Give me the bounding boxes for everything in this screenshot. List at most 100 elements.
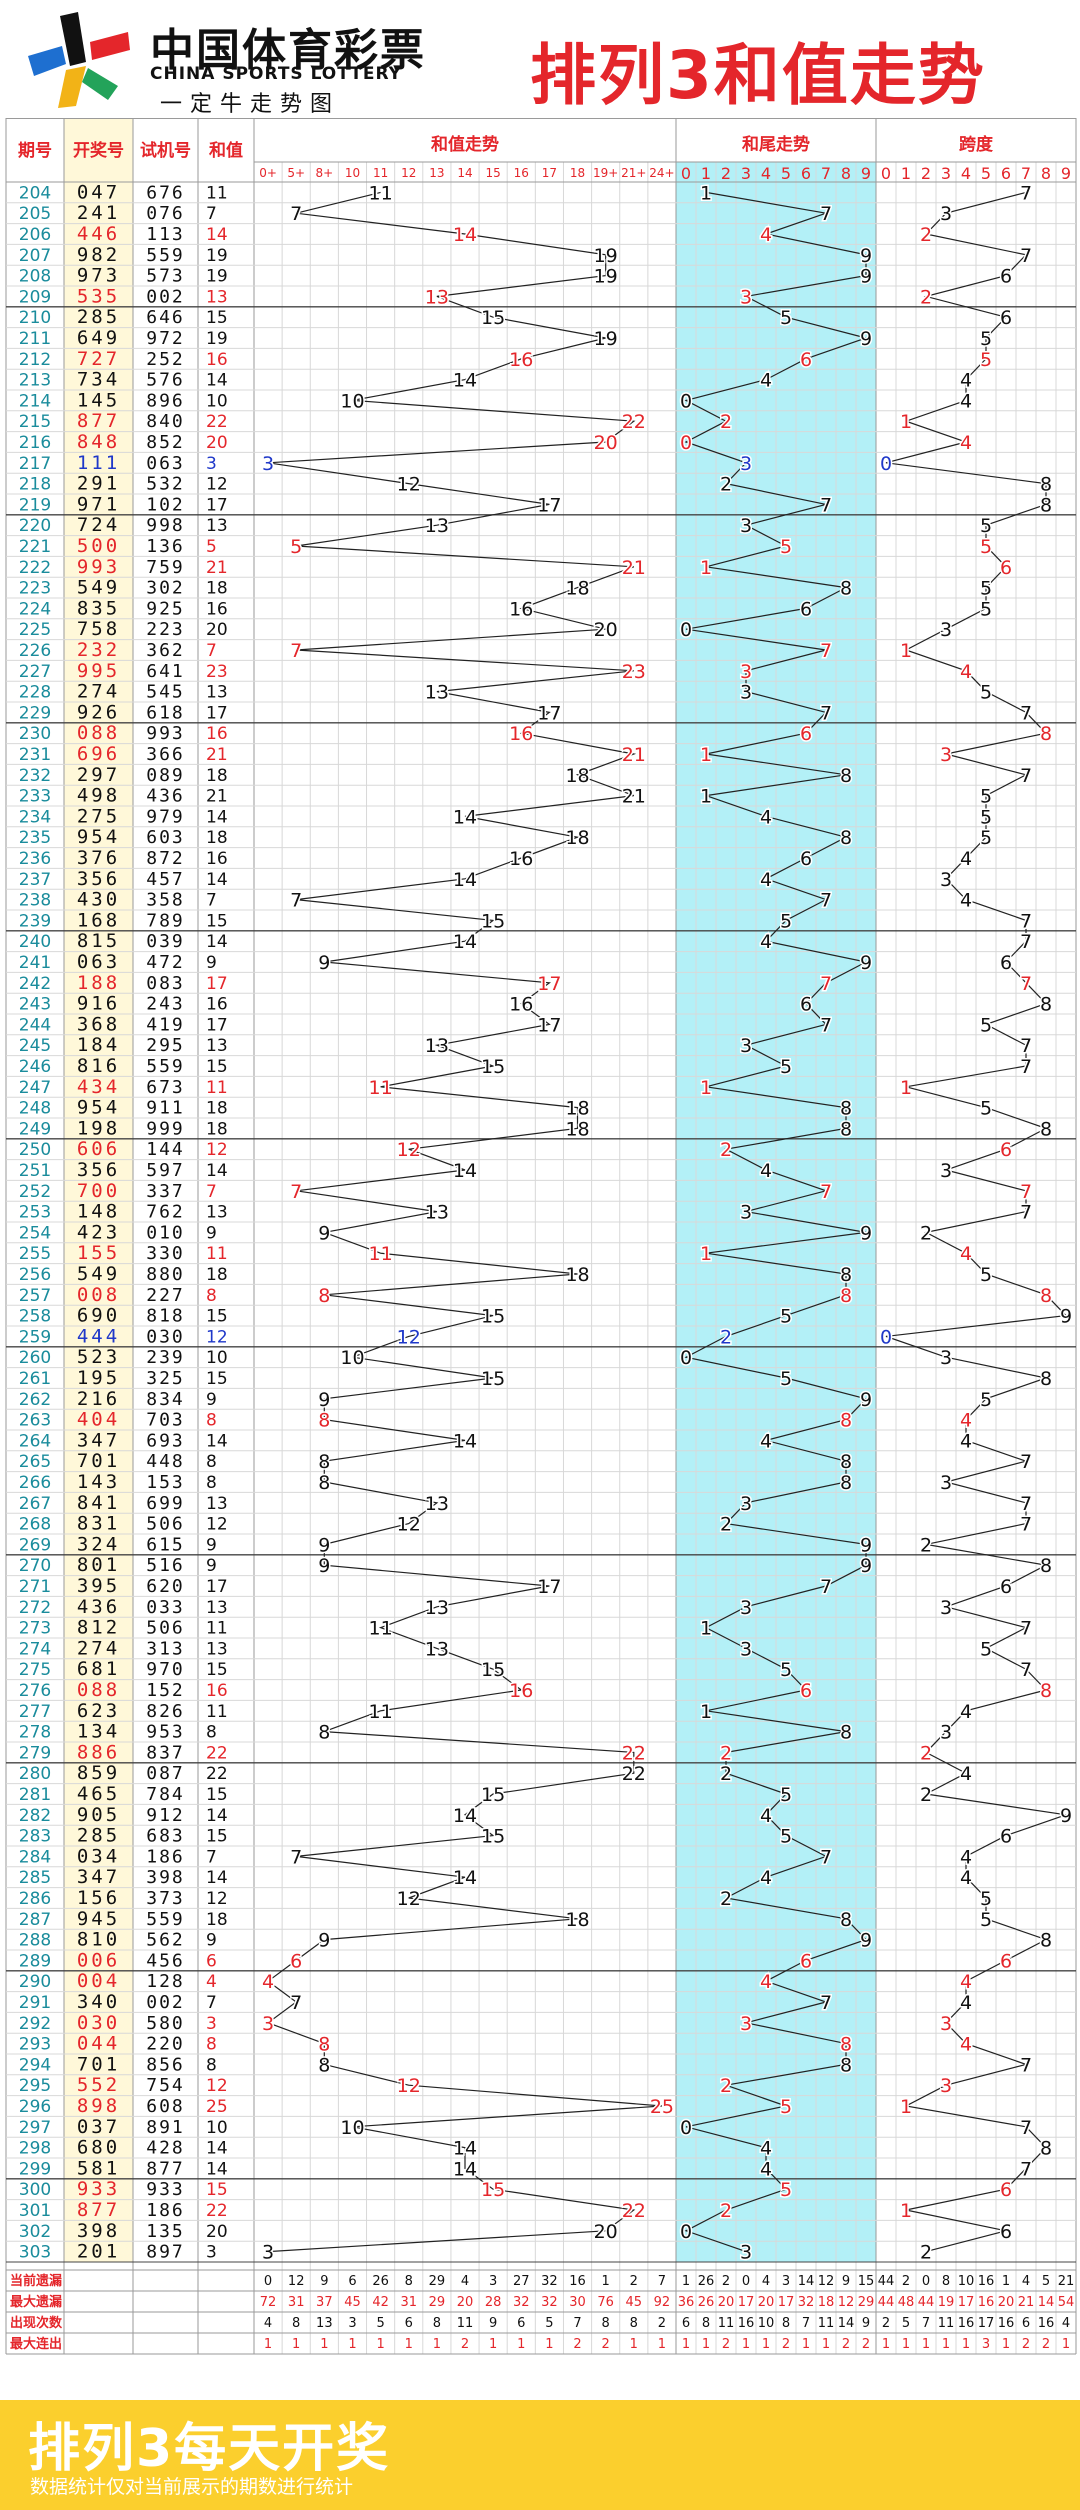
row-draw: 201 — [77, 2241, 120, 2263]
sum-trend-point: 12 — [397, 1139, 421, 1161]
row-test: 953 — [146, 1722, 185, 1743]
stats-tail-cell: 0 — [742, 2274, 750, 2289]
span-trend-point: 8 — [1040, 494, 1052, 516]
row-test: 456 — [146, 1950, 185, 1971]
row-draw: 727 — [77, 348, 120, 370]
span-trend-point: 3 — [940, 1347, 952, 1369]
stats-sum-cell: 37 — [316, 2295, 333, 2310]
tail-trend-point: 1 — [700, 1701, 712, 1723]
stats-sum-cell: 42 — [372, 2295, 389, 2310]
sum-trend-point: 4 — [262, 1971, 274, 1993]
sum-trend-point: 15 — [481, 2179, 505, 2201]
tail-trend-point: 7 — [820, 973, 832, 995]
row-sum: 18 — [206, 766, 228, 786]
row-issue: 300 — [19, 2180, 51, 2200]
row-issue: 291 — [19, 1993, 51, 2013]
row-issue: 271 — [19, 1577, 51, 1597]
span-trend-point: 5 — [980, 1098, 992, 1120]
stats-sum-cell: 45 — [626, 2295, 643, 2310]
sum-bin-label: 21+ — [621, 166, 646, 180]
row-test: 912 — [146, 1805, 185, 1826]
stats-tail-cell: 8 — [702, 2316, 710, 2331]
row-draw: 680 — [77, 2137, 120, 2159]
row-test: 030 — [146, 1326, 185, 1347]
row-issue: 219 — [19, 495, 51, 515]
row-sum: 13 — [206, 1036, 228, 1056]
stats-tail-cell: 1 — [682, 2274, 690, 2289]
tail-trend-point: 2 — [720, 1888, 732, 1910]
tail-trend-point: 3 — [740, 1035, 752, 1057]
tail-trend-point: 1 — [700, 786, 712, 808]
row-issue: 255 — [19, 1244, 51, 1264]
row-sum: 12 — [206, 1515, 228, 1535]
stats-span-cell: 17 — [958, 2295, 975, 2310]
row-sum: 18 — [206, 1099, 228, 1119]
stats-label: 最大遗漏 — [10, 2294, 62, 2310]
span-trend-point: 6 — [1000, 2179, 1012, 2201]
tail-trend-point: 5 — [780, 1056, 792, 1078]
row-sum: 15 — [206, 308, 228, 328]
row-issue: 215 — [19, 412, 51, 432]
tail-trend-point: 2 — [720, 1514, 732, 1536]
span-trend-point: 4 — [960, 1763, 972, 1785]
sum-trend-point: 16 — [509, 848, 533, 870]
tail-trend-point: 1 — [700, 1243, 712, 1265]
stats-tail-cell: 20 — [718, 2295, 735, 2310]
sum-trend-point: 9 — [318, 1389, 330, 1411]
row-draw: 982 — [77, 244, 120, 266]
stats-sum-cell: 29 — [429, 2274, 446, 2289]
tail-trend-point: 4 — [760, 869, 772, 891]
stats-span-cell: 1 — [1062, 2337, 1070, 2352]
sum-trend-point: 16 — [509, 994, 533, 1016]
tail-trend-point: 7 — [820, 1846, 832, 1868]
row-issue: 235 — [19, 828, 51, 848]
row-issue: 276 — [19, 1681, 51, 1701]
sum-trend-point: 9 — [318, 1222, 330, 1244]
span-trend-point: 6 — [1000, 307, 1012, 329]
row-draw: 701 — [77, 1450, 120, 1472]
stats-tail-cell: 7 — [802, 2316, 810, 2331]
span-trend-point: 4 — [960, 1410, 972, 1432]
row-test: 559 — [146, 245, 185, 266]
row-draw: 700 — [77, 1180, 120, 1202]
row-issue: 242 — [19, 974, 51, 994]
tail-bin-label: 9 — [861, 164, 871, 183]
stats-sum-cell: 6 — [348, 2274, 356, 2289]
row-draw: 812 — [77, 1617, 120, 1639]
sum-bin-label: 14 — [457, 166, 472, 180]
row-draw: 606 — [77, 1138, 120, 1160]
tail-trend-point: 5 — [780, 1659, 792, 1681]
row-sum: 18 — [206, 579, 228, 599]
span-trend-point: 4 — [960, 2034, 972, 2056]
tail-trend-point: 7 — [820, 640, 832, 662]
row-test: 135 — [146, 2221, 185, 2242]
row-sum: 20 — [206, 620, 228, 640]
sum-trend-point: 13 — [425, 286, 449, 308]
row-draw: 465 — [77, 1783, 120, 1805]
sum-trend-point: 14 — [453, 1805, 477, 1827]
stats-span-cell: 1 — [962, 2337, 970, 2352]
stats-tail-cell: 8 — [782, 2316, 790, 2331]
row-test: 693 — [146, 1430, 185, 1451]
row-issue: 274 — [19, 1639, 51, 1659]
tail-trend-point: 2 — [720, 411, 732, 433]
span-trend-point: 3 — [940, 203, 952, 225]
stats-sum-cell: 8 — [602, 2316, 610, 2331]
tail-trend-point: 4 — [760, 1971, 772, 1993]
stats-span-cell: 16 — [978, 2274, 995, 2289]
row-issue: 287 — [19, 1910, 51, 1930]
tail-trend-point: 7 — [820, 702, 832, 724]
tail-trend-point: 6 — [800, 1950, 812, 1972]
sum-trend-point: 15 — [481, 1056, 505, 1078]
stats-sum-cell: 9 — [489, 2316, 497, 2331]
row-issue: 279 — [19, 1743, 51, 1763]
row-sum: 25 — [206, 2097, 228, 2117]
stats-span-cell: 16 — [978, 2295, 995, 2310]
row-draw: 898 — [77, 2095, 120, 2117]
span-trend-point: 5 — [980, 1014, 992, 1036]
stats-sum-cell: 6 — [405, 2316, 413, 2331]
stats-tail-cell: 15 — [858, 2274, 875, 2289]
tail-bin-label: 4 — [761, 164, 771, 183]
row-draw: 523 — [77, 1346, 120, 1368]
row-draw: 047 — [77, 181, 120, 203]
